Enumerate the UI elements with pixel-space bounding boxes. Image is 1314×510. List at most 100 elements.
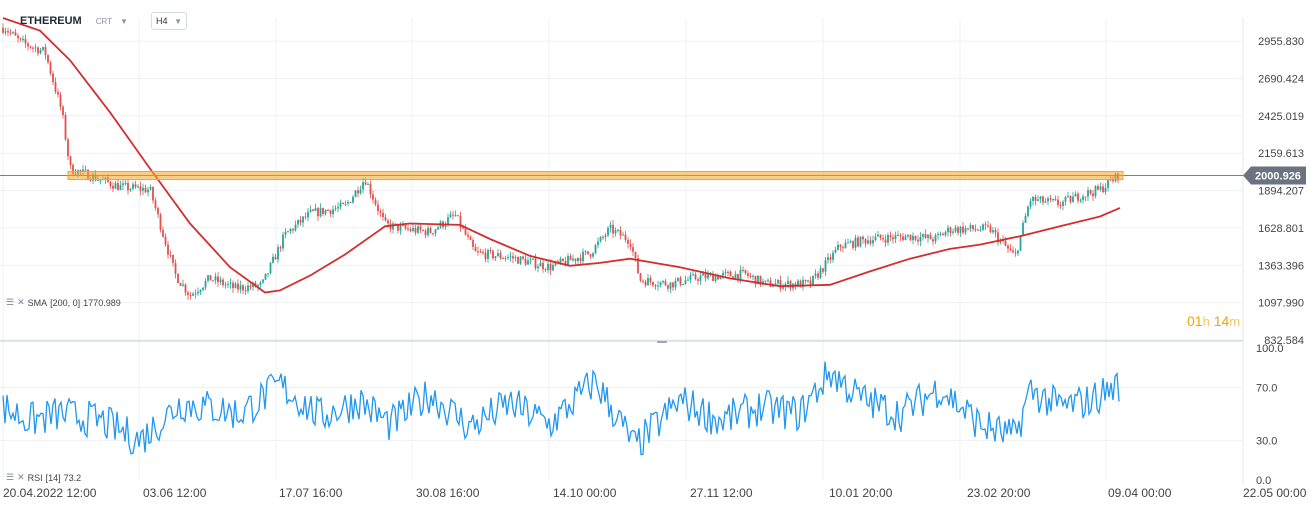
- close-icon[interactable]: ✕: [17, 297, 25, 307]
- rsi-name: RSI: [27, 472, 43, 483]
- candle-body: [252, 282, 254, 288]
- countdown-hours-unit: h: [1202, 314, 1210, 329]
- time-tick-label: 17.07 16:00: [279, 486, 343, 500]
- candle-body: [169, 254, 172, 256]
- candle-body: [942, 233, 944, 236]
- candle-body: [1097, 186, 1099, 190]
- candle-body: [52, 73, 54, 82]
- pane-resize-handle[interactable]: [657, 341, 667, 343]
- candle-body: [917, 239, 919, 242]
- candle-body: [1069, 195, 1072, 203]
- candle-body: [599, 236, 602, 242]
- candle-body: [204, 280, 207, 288]
- candle-body: [642, 280, 644, 282]
- settings-icon[interactable]: ☰: [6, 472, 15, 482]
- timeframe-select[interactable]: H4 ▼: [151, 12, 187, 30]
- candle-body: [759, 275, 762, 285]
- settings-icon[interactable]: ☰: [6, 297, 15, 307]
- candle-body: [419, 226, 422, 230]
- candle-countdown: 01h 14m: [1187, 313, 1240, 329]
- candle-body: [724, 271, 727, 273]
- candle-body: [907, 234, 909, 237]
- candle-body: [757, 275, 759, 285]
- candle-body: [422, 229, 424, 231]
- candle-body: [1084, 196, 1087, 198]
- candle-body: [434, 229, 437, 234]
- candle-body: [532, 258, 534, 260]
- candle-body: [347, 201, 349, 204]
- candle-body: [1092, 193, 1094, 197]
- candle-body: [339, 202, 342, 207]
- candle-body: [672, 282, 674, 288]
- candle-body: [579, 257, 582, 262]
- candle-body: [39, 49, 42, 54]
- timeframe-value: H4: [156, 16, 168, 26]
- candle-body: [1057, 199, 1059, 205]
- candle-body: [684, 280, 687, 284]
- candle-body: [1067, 195, 1069, 197]
- candle-body: [577, 257, 579, 262]
- chevron-down-icon: ▼: [174, 16, 182, 26]
- candle-body: [832, 252, 834, 260]
- candle-body: [147, 189, 149, 193]
- chevron-down-icon[interactable]: ▼: [120, 16, 128, 26]
- candle-body: [159, 214, 162, 230]
- candle-body: [222, 279, 224, 286]
- candle-body: [719, 275, 722, 280]
- candle-body: [1089, 190, 1092, 194]
- candle-body: [72, 165, 74, 174]
- candle-body: [479, 251, 482, 253]
- candle-body: [637, 257, 639, 274]
- candle-body: [947, 227, 949, 233]
- candle-body: [614, 230, 617, 234]
- candle-body: [622, 234, 624, 236]
- candle-body: [929, 234, 932, 240]
- candle-body: [527, 260, 529, 265]
- candle-body: [284, 231, 287, 235]
- candle-body: [852, 241, 854, 248]
- candle-body: [817, 273, 819, 278]
- candle-body: [167, 244, 169, 255]
- candle-body: [1064, 196, 1067, 202]
- candle-body: [114, 183, 117, 189]
- candle-body: [1087, 190, 1089, 197]
- chart-toolbar: ETHEREUM CRT ▼: [0, 10, 128, 32]
- candle-body: [902, 236, 904, 241]
- candle-body: [257, 285, 259, 287]
- candle-body: [122, 183, 124, 186]
- candle-body: [1029, 200, 1032, 207]
- price-tick-label: 1628.801: [1258, 223, 1304, 235]
- candle-body: [1104, 187, 1107, 193]
- candle-body: [574, 258, 577, 262]
- candle-body: [202, 287, 204, 291]
- candle-body: [932, 239, 934, 242]
- candle-body: [854, 237, 857, 248]
- candle-body: [457, 215, 459, 217]
- candle-body: [239, 285, 242, 290]
- candle-body: [247, 285, 249, 292]
- resistance-zone[interactable]: [67, 171, 1124, 181]
- candle-body: [382, 212, 384, 218]
- candle-body: [897, 235, 899, 237]
- close-icon[interactable]: ✕: [17, 472, 25, 482]
- candle-body: [459, 215, 462, 228]
- rsi-legend: ☰ ✕ RSI [14] 73.2: [6, 472, 81, 483]
- candle-body: [447, 217, 449, 225]
- candle-body: [429, 228, 432, 234]
- candle-body: [592, 253, 594, 257]
- candle-body: [722, 272, 724, 276]
- time-tick-label: 03.06 12:00: [143, 486, 207, 500]
- candle-body: [307, 211, 309, 218]
- candle-body: [269, 262, 272, 274]
- price-tick-label: 2425.019: [1258, 111, 1304, 123]
- candle-body: [842, 247, 844, 249]
- candle-body: [619, 229, 622, 236]
- candle-body: [322, 207, 324, 215]
- candle-body: [659, 282, 662, 286]
- candle-body: [117, 183, 119, 191]
- candle-body: [884, 239, 887, 243]
- candle-body: [857, 237, 859, 247]
- symbol-name[interactable]: ETHEREUM: [20, 15, 82, 27]
- candle-body: [1102, 186, 1104, 193]
